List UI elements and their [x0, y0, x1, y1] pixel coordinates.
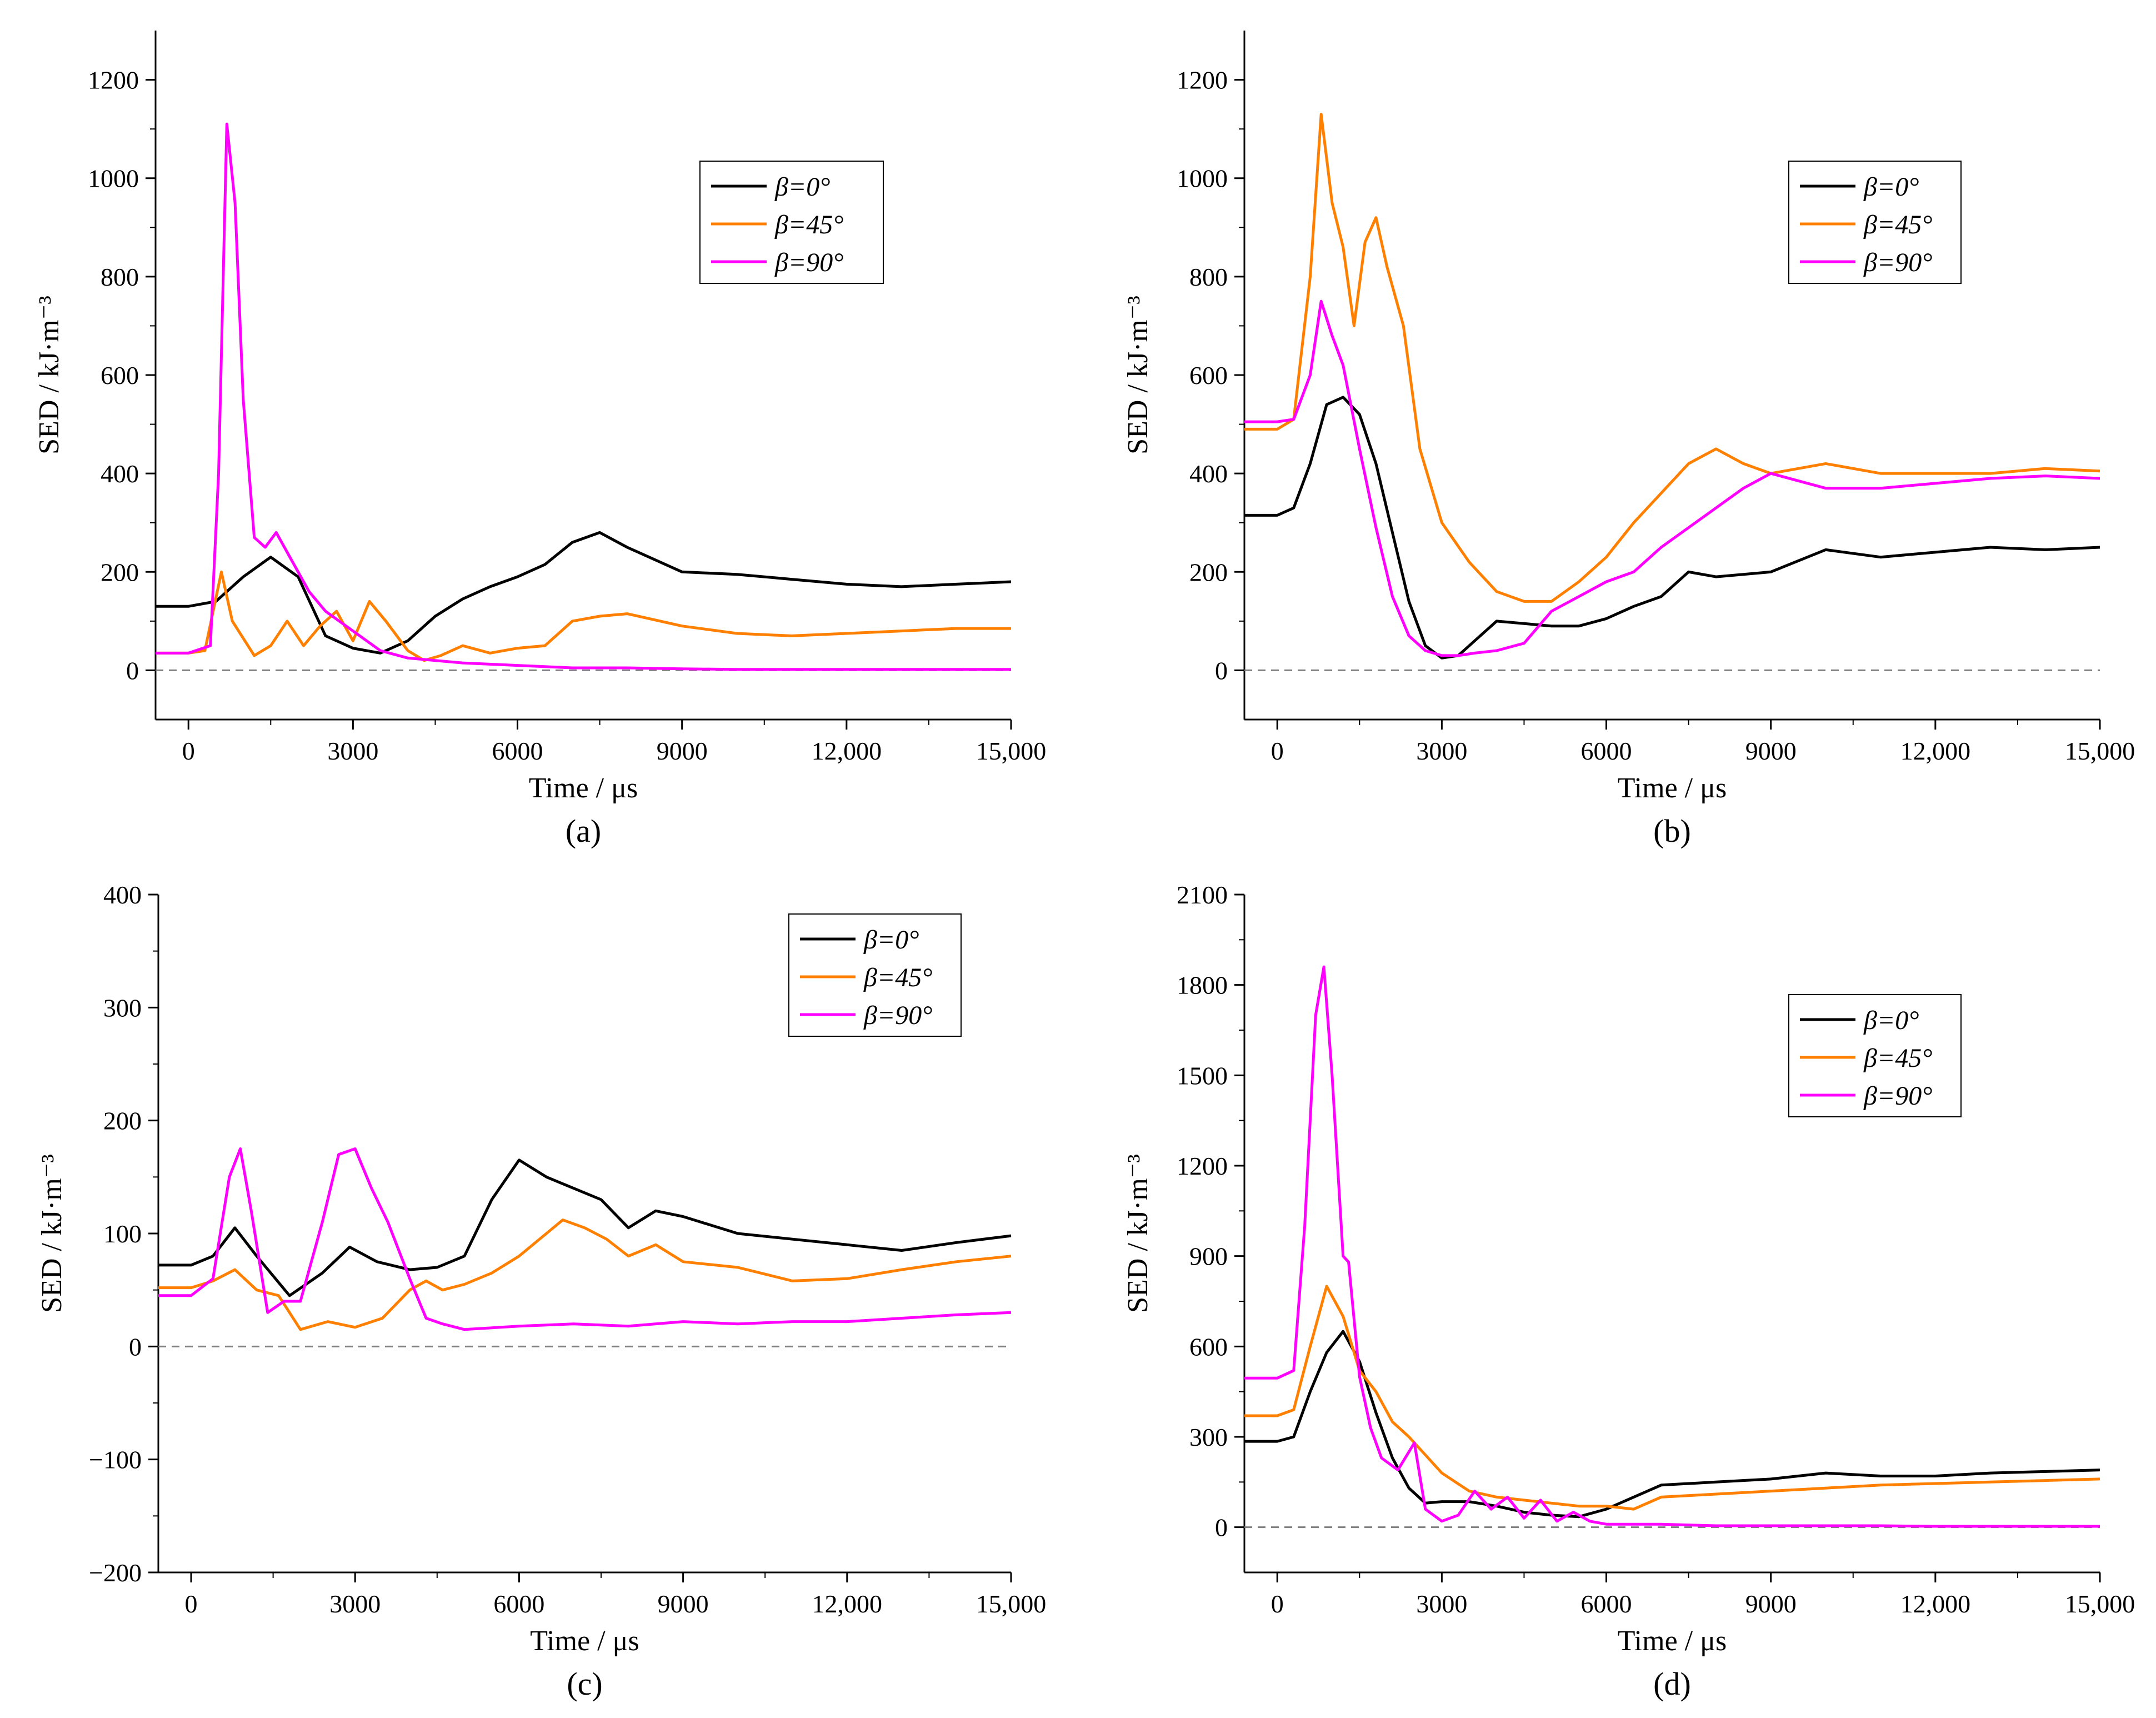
legend-label: β=45° — [1863, 210, 1933, 239]
legend-label: β=0° — [863, 925, 919, 955]
y-tick-label: 300 — [1189, 1423, 1228, 1451]
legend-label: β=45° — [774, 210, 844, 239]
legend-label: β=0° — [774, 172, 831, 202]
x-tick-label: 9000 — [658, 1590, 709, 1618]
legend-label: β=90° — [1863, 248, 1933, 277]
series-line-beta0 — [156, 531, 1012, 655]
x-tick-label: 9000 — [1745, 1590, 1797, 1618]
y-tick-label: 400 — [101, 460, 139, 488]
legend-label: β=90° — [1863, 1081, 1933, 1111]
series-line-beta45 — [158, 1218, 1012, 1331]
y-axis-title: SED / kJ·m⁻³ — [36, 1154, 68, 1313]
y-tick-label: 900 — [1189, 1242, 1228, 1271]
series-line-beta90 — [1244, 965, 2100, 1528]
y-tick-label: 600 — [101, 361, 139, 389]
legend-label: β=45° — [1863, 1043, 1933, 1073]
x-tick-label: 6000 — [493, 1590, 544, 1618]
x-tick-label: 0 — [185, 1590, 198, 1618]
y-tick-label: 0 — [1215, 656, 1228, 685]
series-line-beta0 — [158, 1158, 1012, 1297]
y-axis-title: SED / kJ·m⁻³ — [1122, 1154, 1154, 1313]
x-axis-title: Time / μs — [529, 772, 638, 804]
x-tick-label: 15,000 — [2065, 1590, 2135, 1618]
y-tick-label: 0 — [129, 1332, 142, 1361]
panel-label: (a) — [566, 813, 601, 849]
series-line-beta90 — [1244, 299, 2100, 657]
panel-label: (b) — [1653, 813, 1691, 849]
y-tick-label: 1200 — [1177, 1152, 1228, 1180]
x-tick-label: 15,000 — [2065, 737, 2135, 765]
series-line-beta90 — [158, 1147, 1012, 1331]
x-tick-label: 3000 — [1416, 1590, 1467, 1618]
x-tick-label: 3000 — [329, 1590, 381, 1618]
y-tick-label: 400 — [1189, 460, 1228, 488]
y-tick-label: 100 — [103, 1220, 142, 1248]
x-tick-label: 12,000 — [1900, 737, 1971, 765]
y-axis-title: SED / kJ·m⁻³ — [33, 296, 65, 455]
y-tick-label: 1500 — [1177, 1061, 1228, 1090]
series-line-beta45 — [1244, 113, 2100, 603]
panel-label: (d) — [1653, 1666, 1691, 1702]
series-line-beta90 — [156, 122, 1011, 671]
y-tick-label: 800 — [1189, 263, 1228, 291]
legend: β=0° β=45° β=90° — [1788, 161, 1962, 284]
legend: β=0° β=45° β=90° — [1788, 994, 1962, 1117]
chart-panel-c: 0 3000 6000 9000 12,000 15,000 −200 −100 0 100 200… — [36, 881, 1046, 1702]
x-tick-label: 15,000 — [976, 1590, 1047, 1618]
y-tick-label: 1200 — [1177, 66, 1228, 94]
series-line-beta0 — [1244, 1330, 2100, 1519]
y-tick-label: 0 — [1215, 1514, 1228, 1542]
x-tick-label: 3000 — [327, 737, 378, 765]
legend-label: β=0° — [1863, 1006, 1919, 1035]
chart-panel-d: 0 3000 6000 9000 12,000 15,000 0 300 600 900 1200 1… — [1122, 881, 2135, 1702]
series-line-beta45 — [1244, 1285, 2100, 1511]
y-tick-label: 1000 — [88, 164, 139, 193]
y-tick-label: 300 — [103, 993, 142, 1022]
y-tick-label: 600 — [1189, 1332, 1228, 1361]
y-tick-label: 1800 — [1177, 971, 1228, 1000]
y-tick-label: 1000 — [1177, 164, 1228, 193]
y-tick-label: 200 — [101, 558, 139, 586]
x-tick-label: 12,000 — [812, 737, 882, 765]
x-axis-title: Time / μs — [1618, 772, 1727, 804]
x-tick-label: 9000 — [657, 737, 708, 765]
x-tick-label: 9000 — [1745, 737, 1797, 765]
legend-label: β=45° — [863, 963, 933, 992]
series-line-beta0 — [1244, 396, 2100, 660]
x-tick-label: 15,000 — [976, 737, 1047, 765]
x-tick-label: 6000 — [492, 737, 543, 765]
x-tick-label: 0 — [182, 737, 195, 765]
y-tick-label: 600 — [1189, 361, 1228, 389]
y-tick-label: −100 — [89, 1446, 142, 1474]
panel-label: (c) — [567, 1666, 602, 1702]
y-tick-label: 200 — [1189, 558, 1228, 586]
y-tick-label: 0 — [126, 656, 139, 685]
x-tick-label: 12,000 — [812, 1590, 883, 1618]
y-tick-label: 200 — [103, 1107, 142, 1135]
x-tick-label: 0 — [1271, 1590, 1284, 1618]
y-tick-label: 1200 — [88, 66, 139, 94]
legend: β=0° β=45° β=90° — [699, 161, 884, 284]
y-axis-title: SED / kJ·m⁻³ — [1122, 296, 1154, 455]
legend-label: β=90° — [863, 1001, 933, 1030]
x-tick-label: 3000 — [1416, 737, 1467, 765]
y-tick-label: 400 — [103, 881, 142, 909]
x-tick-label: 12,000 — [1900, 1590, 1971, 1618]
y-tick-label: −200 — [89, 1559, 142, 1587]
legend-label: β=90° — [774, 248, 844, 277]
y-tick-label: 800 — [101, 263, 139, 291]
legend-label: β=0° — [1863, 172, 1919, 202]
chart-panel-a: 0 3000 6000 9000 12,000 15,000 0 200 400 600 800 10… — [33, 31, 1046, 849]
x-tick-label: 6000 — [1581, 737, 1632, 765]
x-axis-title: Time / μs — [530, 1625, 639, 1657]
legend: β=0° β=45° β=90° — [788, 913, 962, 1037]
y-tick-label: 2100 — [1177, 881, 1228, 909]
chart-panel-b: 0 3000 6000 9000 12,000 15,000 0 200 400 600 800 10… — [1122, 31, 2135, 849]
x-tick-label: 6000 — [1581, 1590, 1632, 1618]
x-axis-title: Time / μs — [1618, 1625, 1727, 1657]
x-tick-label: 0 — [1271, 737, 1284, 765]
